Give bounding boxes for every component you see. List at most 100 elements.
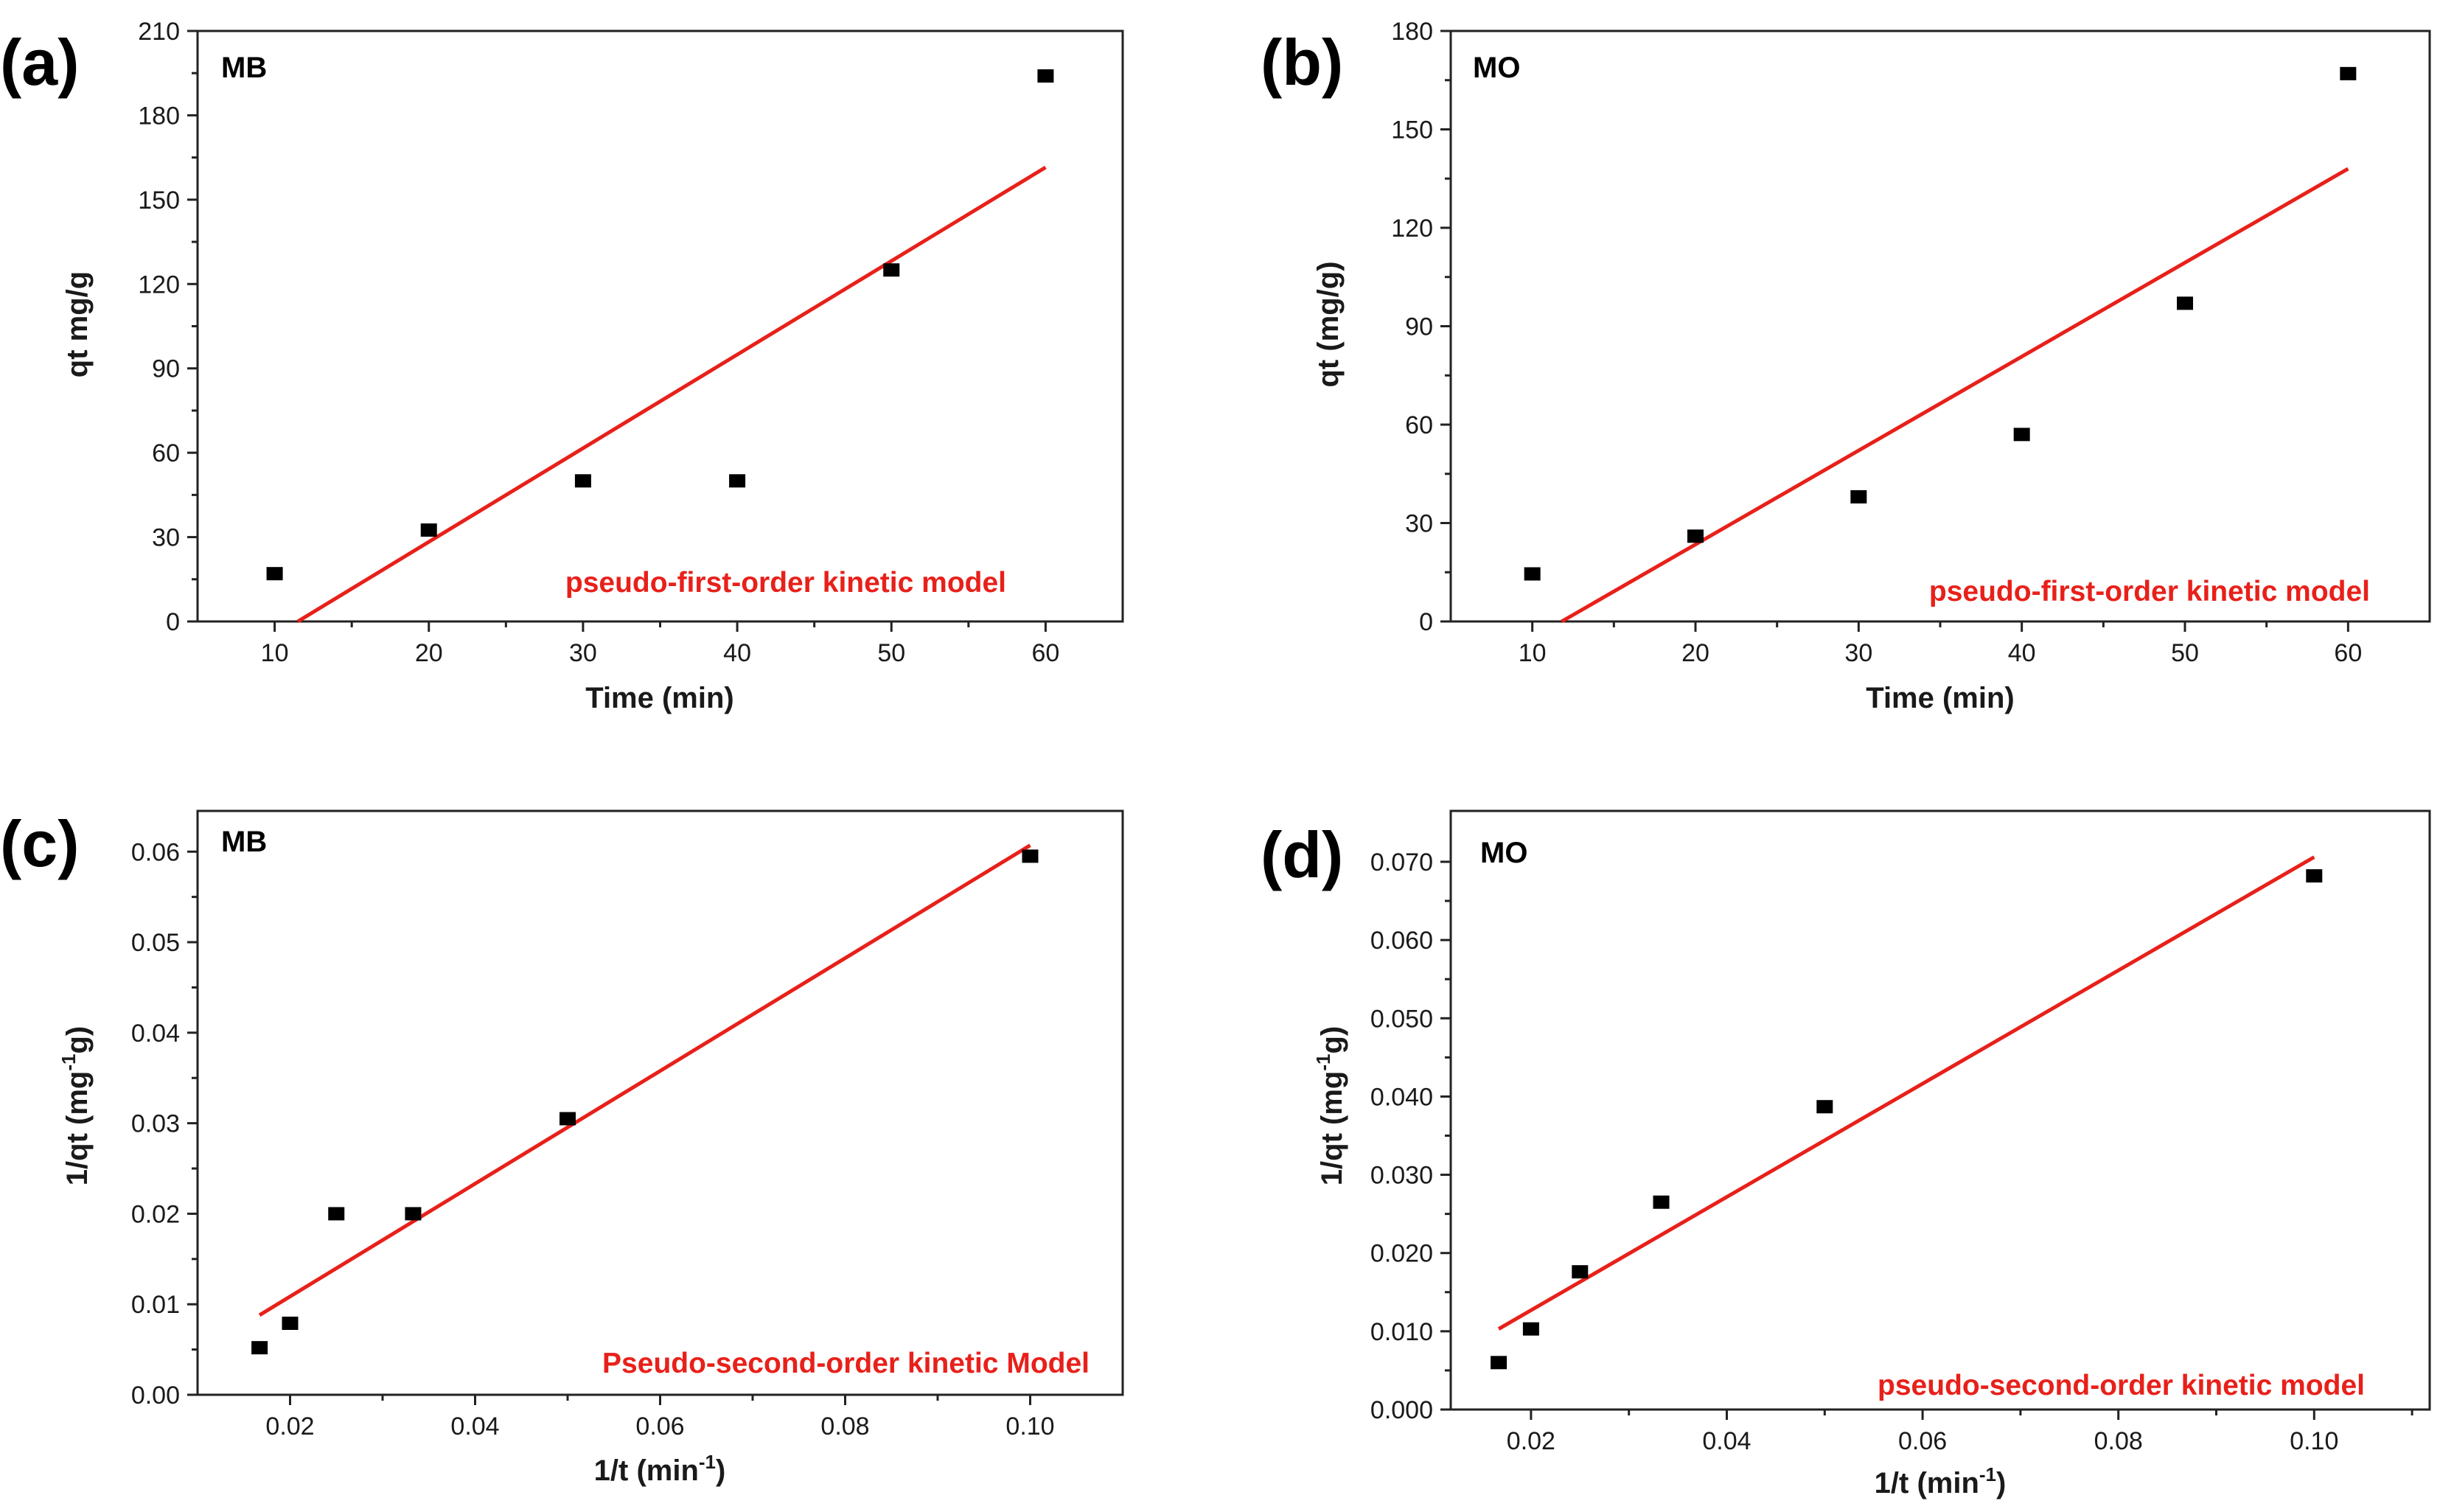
y-tick-label: 0.01 — [131, 1291, 180, 1319]
x-axis-label: 1/t (min-1) — [594, 1451, 726, 1487]
y-axis-label: qt (mg/g) — [1312, 261, 1345, 387]
y-tick-label: 180 — [1391, 18, 1433, 46]
panel-letter: (a) — [0, 26, 80, 99]
data-point — [328, 1207, 345, 1221]
model-annotation: pseudo-first-order kinetic model — [1929, 576, 2370, 607]
panel-letter: (b) — [1261, 26, 1343, 99]
x-tick-label: 30 — [1844, 639, 1872, 667]
panel-b: 0 30 60 90 120 150 180 10 20 30 40 50 60 (b) MO pseudo-… — [1261, 18, 2431, 714]
data-point — [574, 474, 591, 488]
x-tick-label: 20 — [1681, 639, 1709, 667]
model-annotation: Pseudo-second-order kinetic Model — [602, 1348, 1090, 1379]
x-tick-label: 40 — [2008, 639, 2036, 667]
y-tick-label: 0.05 — [131, 929, 180, 957]
y-tick-label: 150 — [1391, 116, 1433, 144]
x-tick-label: 0.06 — [1898, 1427, 1947, 1455]
data-point — [405, 1207, 422, 1221]
data-point — [1524, 567, 1541, 581]
panel-a: 0 30 60 90 120 150 180 210 10 20 30 40 50 60 (a) MB pseu… — [0, 18, 1124, 714]
y-tick-label: 0.050 — [1370, 1005, 1433, 1033]
data-point — [420, 523, 437, 537]
data-point — [1522, 1322, 1539, 1336]
panel-c: 0.00 0.01 0.02 0.03 0.04 0.05 0.06 0.02 0.04 0.06… — [0, 807, 1124, 1487]
x-tick-label: 60 — [2334, 639, 2362, 667]
x-axis-label: 1/t (min-1) — [1875, 1463, 2007, 1499]
dataset-label: MB — [221, 826, 267, 858]
y-tick-label: 0.010 — [1370, 1318, 1433, 1346]
y-tick-label: 90 — [152, 355, 180, 383]
data-point — [1491, 1356, 1507, 1370]
y-tick-label: 0.030 — [1370, 1162, 1433, 1190]
y-axis-label: 1/qt (mg-1g) — [57, 1026, 94, 1185]
x-tick-label: 50 — [877, 639, 905, 667]
data-point — [1022, 849, 1039, 863]
data-point — [1816, 1100, 1833, 1114]
data-point — [282, 1316, 299, 1330]
y-tick-label: 0.070 — [1370, 849, 1433, 877]
y-tick-label: 210 — [138, 18, 180, 46]
y-tick-label: 0.00 — [131, 1382, 180, 1410]
model-annotation: pseudo-first-order kinetic model — [565, 567, 1006, 599]
x-tick-label: 0.02 — [265, 1412, 314, 1440]
x-tick-label: 0.04 — [1702, 1427, 1751, 1455]
plot-frame — [1449, 29, 2431, 623]
plot-frame — [1449, 809, 2431, 1411]
x-tick-label: 40 — [723, 639, 751, 667]
y-tick-label: 0.06 — [131, 838, 180, 866]
y-axis-label: 1/qt (mg-1g) — [1312, 1026, 1348, 1185]
dataset-label: MO — [1473, 52, 1520, 84]
fit-line — [296, 165, 1047, 624]
x-tick-label: 50 — [2171, 639, 2199, 667]
y-tick-label: 0.04 — [131, 1020, 180, 1048]
data-point — [2340, 66, 2357, 80]
y-tick-label: 0.000 — [1370, 1396, 1433, 1424]
data-point — [251, 1341, 268, 1355]
panel-d: 0.000 0.010 0.020 0.030 0.040 0.050 0.060 0.070… — [1261, 809, 2431, 1499]
y-tick-label: 0 — [166, 608, 180, 636]
y-tick-label: 0.060 — [1370, 927, 1433, 955]
y-tick-label: 30 — [152, 524, 180, 552]
y-tick-label: 150 — [138, 187, 180, 215]
data-point — [883, 263, 900, 277]
data-point — [729, 474, 746, 488]
data-point — [2306, 869, 2323, 883]
plot-frame — [196, 809, 1124, 1396]
plot-frame — [196, 29, 1124, 623]
data-point — [560, 1112, 576, 1126]
data-point — [2177, 296, 2193, 310]
data-point — [1850, 490, 1867, 504]
y-tick-label: 0.020 — [1370, 1240, 1433, 1268]
fit-line — [1497, 855, 2315, 1331]
y-tick-label: 0.03 — [131, 1110, 180, 1138]
data-point — [1037, 69, 1054, 83]
y-tick-label: 60 — [152, 439, 180, 467]
x-tick-label: 0.04 — [450, 1412, 499, 1440]
y-tick-label: 90 — [1405, 313, 1433, 341]
y-tick-label: 30 — [1405, 510, 1433, 538]
y-tick-label: 180 — [138, 102, 180, 130]
x-tick-label: 0.08 — [820, 1412, 869, 1440]
x-tick-label: 0.02 — [1507, 1427, 1555, 1455]
model-annotation: pseudo-second-order kinetic model — [1878, 1370, 2365, 1401]
x-axis-label: Time (min) — [585, 682, 734, 714]
x-tick-label: 30 — [569, 639, 597, 667]
y-tick-label: 0.040 — [1370, 1083, 1433, 1111]
data-point — [1572, 1265, 1589, 1279]
y-tick-label: 60 — [1405, 411, 1433, 439]
y-tick-label: 0.02 — [131, 1200, 180, 1228]
y-tick-label: 0 — [1419, 608, 1433, 636]
x-tick-label: 0.06 — [635, 1412, 684, 1440]
fit-line — [1561, 167, 2349, 624]
x-tick-label: 10 — [261, 639, 289, 667]
panel-letter: (c) — [0, 807, 80, 880]
data-point — [2013, 428, 2030, 442]
panel-letter: (d) — [1261, 818, 1343, 891]
x-axis-label: Time (min) — [1866, 682, 2015, 714]
y-tick-label: 120 — [1391, 215, 1433, 243]
x-tick-label: 0.08 — [2094, 1427, 2143, 1455]
x-tick-label: 60 — [1032, 639, 1060, 667]
x-tick-label: 20 — [415, 639, 443, 667]
y-tick-label: 120 — [138, 271, 180, 299]
dataset-label: MO — [1480, 837, 1527, 869]
